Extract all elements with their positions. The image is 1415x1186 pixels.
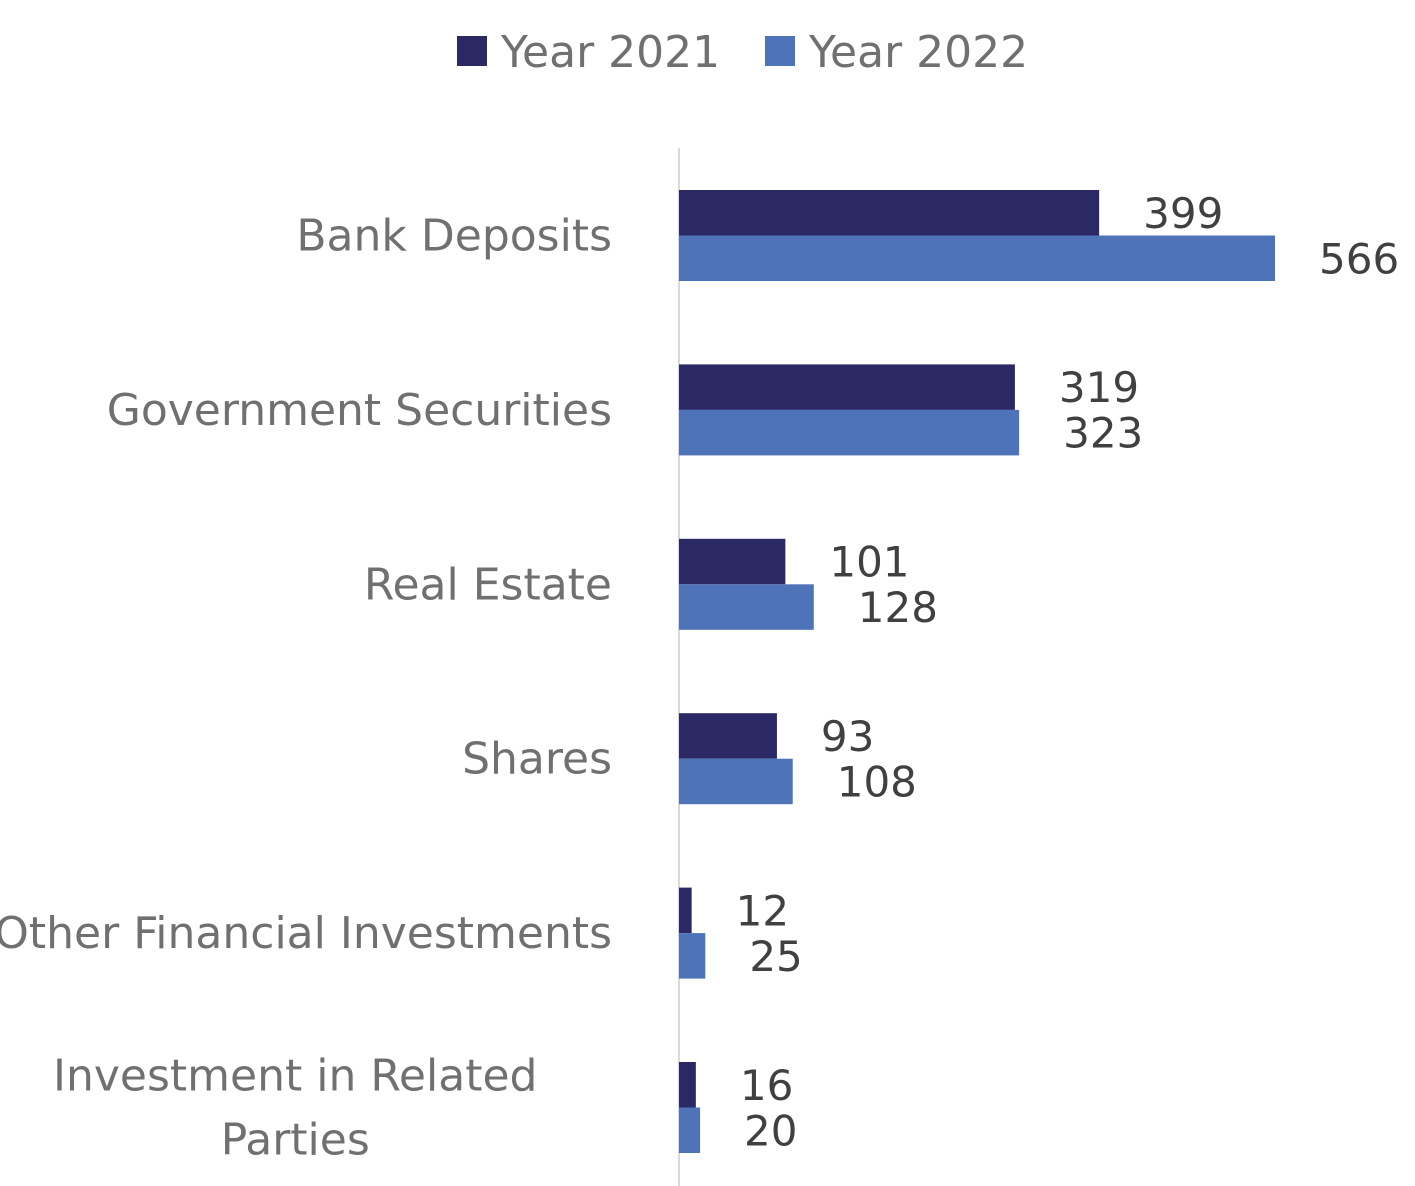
category-label-line: Parties	[221, 1115, 370, 1166]
legend-swatch-1	[457, 36, 487, 66]
bar-2-series-2	[679, 409, 1020, 456]
legend-label-2: Year 2022	[808, 27, 1028, 78]
data-label-1-series-2: 566	[1319, 234, 1399, 283]
chart-legend: Year 2021 Year 2022	[457, 27, 1028, 78]
bar-6-series-1	[679, 1062, 696, 1108]
data-label-3-series-2: 128	[858, 583, 938, 632]
category-label-line: Bank Deposits	[296, 211, 612, 262]
category-label-1: Bank Deposits	[296, 211, 612, 262]
category-label-4: Shares	[462, 734, 612, 785]
bar-1-series-2	[679, 235, 1275, 281]
data-label-4-series-2: 108	[837, 757, 917, 806]
data-label-4-series-1: 93	[821, 712, 874, 761]
category-label-3: Real Estate	[364, 559, 612, 610]
bar-4-series-1	[679, 713, 777, 759]
category-label-5: Other Financial Investments	[0, 908, 612, 959]
data-label-1-series-1: 399	[1143, 189, 1223, 238]
bar-3-series-2	[679, 584, 814, 630]
bar-4-series-2	[679, 758, 793, 805]
category-label-6: Investment in Related Parties	[53, 1051, 537, 1166]
data-label-5-series-1: 12	[736, 886, 789, 935]
category-label-line: Real Estate	[364, 559, 612, 610]
data-label-6-series-2: 20	[744, 1106, 797, 1155]
data-label-2-series-2: 323	[1063, 409, 1143, 458]
category-label-2: Government Securities	[107, 385, 612, 436]
legend-label-1: Year 2021	[500, 27, 720, 78]
bar-2-series-1	[679, 364, 1015, 410]
legend-swatch-2	[765, 36, 795, 66]
data-label-6-series-1: 16	[740, 1061, 793, 1110]
bar-3-series-1	[679, 538, 786, 585]
category-label-line: Investment in Related	[53, 1051, 537, 1102]
category-labels: Bank Deposits Government Securities Real E…	[0, 211, 612, 1166]
data-label-2-series-1: 319	[1059, 363, 1139, 412]
bar-1-series-1	[679, 190, 1100, 236]
bar-5-series-1	[679, 887, 692, 934]
category-label-line: Other Financial Investments	[0, 908, 612, 959]
data-label-5-series-2: 25	[749, 932, 802, 981]
category-label-line: Government Securities	[107, 385, 612, 436]
data-label-3-series-1: 101	[829, 538, 909, 587]
category-label-line: Shares	[462, 734, 612, 785]
bar-6-series-2	[679, 1107, 701, 1153]
bar-5-series-2	[679, 933, 706, 979]
bar-series	[679, 190, 1275, 1153]
